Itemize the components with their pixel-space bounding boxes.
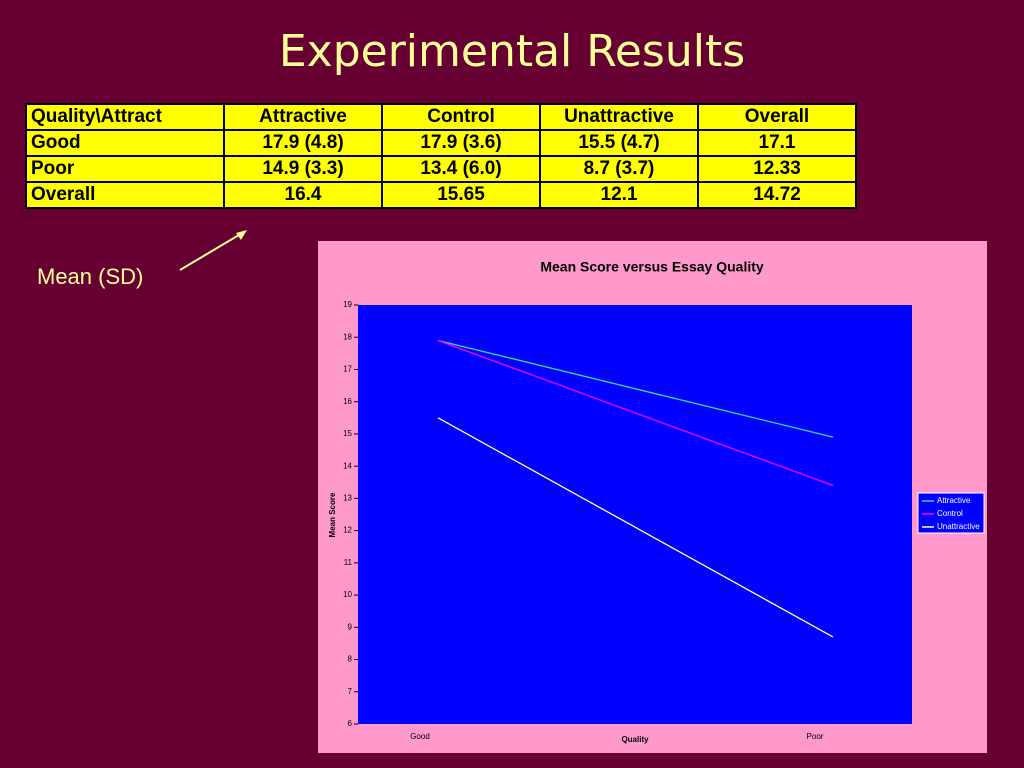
table-row: Poor 14.9 (3.3) 13.4 (6.0) 8.7 (3.7) 12.33 bbox=[25, 155, 857, 183]
y-tick-label: 16 bbox=[343, 397, 352, 406]
results-table: Quality\Attract Attractive Control Unattrac… bbox=[25, 103, 857, 209]
legend-label: Attractive bbox=[937, 496, 971, 505]
legend-label: Control bbox=[937, 509, 963, 518]
table-cell: 17.1 bbox=[697, 129, 857, 157]
y-tick-label: 6 bbox=[348, 719, 353, 728]
table-cell: 17.9 (3.6) bbox=[381, 129, 541, 157]
y-axis-label: Mean Score bbox=[328, 492, 337, 537]
y-tick-label: 12 bbox=[343, 526, 352, 535]
table-cell: 17.9 (4.8) bbox=[223, 129, 383, 157]
y-tick-label: 14 bbox=[343, 461, 352, 470]
annotation: Mean (SD) bbox=[37, 264, 143, 289]
slide-title: Experimental Results bbox=[278, 26, 746, 77]
arrow-head bbox=[236, 230, 247, 240]
y-tick-label: 9 bbox=[348, 622, 353, 631]
table-cell: Unattractive bbox=[539, 103, 699, 131]
table-cell: 12.1 bbox=[539, 181, 699, 209]
y-tick-label: 18 bbox=[343, 332, 352, 341]
table-cell: Control bbox=[381, 103, 541, 131]
table-cell: 15.5 (4.7) bbox=[539, 129, 699, 157]
x-tick-label: Poor bbox=[807, 732, 824, 741]
legend-label: Unattractive bbox=[937, 522, 980, 531]
table-cell: Overall bbox=[697, 103, 857, 131]
x-axis-label: Quality bbox=[621, 735, 649, 744]
table-cell: Poor bbox=[25, 155, 225, 183]
table-cell: 15.65 bbox=[381, 181, 541, 209]
y-tick-label: 17 bbox=[343, 365, 352, 374]
table-cell: 16.4 bbox=[223, 181, 383, 209]
arrow bbox=[179, 231, 245, 271]
table-cell: 14.72 bbox=[697, 181, 857, 209]
table-header: Quality\Attract Attractive Control Unattrac… bbox=[25, 103, 857, 131]
table-cell: Quality\Attract bbox=[25, 103, 225, 131]
chart-title: Mean Score versus Essay Quality bbox=[540, 259, 764, 275]
table-cell: 8.7 (3.7) bbox=[539, 155, 699, 183]
y-tick-label: 13 bbox=[343, 493, 352, 502]
table-cell: Attractive bbox=[223, 103, 383, 131]
table-cell: 14.9 (3.3) bbox=[223, 155, 383, 183]
y-tick-label: 10 bbox=[343, 590, 352, 599]
series-line bbox=[437, 339, 834, 438]
y-tick-label: 19 bbox=[343, 300, 352, 309]
table-row: Good 17.9 (4.8) 17.9 (3.6) 15.5 (4.7) 17.1 bbox=[25, 129, 857, 157]
table-row: Overall 16.4 15.65 12.1 14.72 bbox=[25, 181, 857, 209]
y-tick-label: 7 bbox=[348, 687, 353, 696]
table-cell: 12.33 bbox=[697, 155, 857, 183]
series-line bbox=[437, 417, 834, 638]
table-cell: 13.4 (6.0) bbox=[381, 155, 541, 183]
y-tick-label: 8 bbox=[348, 655, 353, 664]
y-tick-label: 15 bbox=[343, 429, 352, 438]
table-cell: Good bbox=[25, 129, 225, 157]
series-line bbox=[437, 339, 834, 487]
plot-area bbox=[358, 305, 912, 724]
y-tick-label: 11 bbox=[344, 558, 353, 567]
table-cell: Overall bbox=[25, 181, 225, 209]
x-tick-label: Good bbox=[410, 732, 430, 741]
